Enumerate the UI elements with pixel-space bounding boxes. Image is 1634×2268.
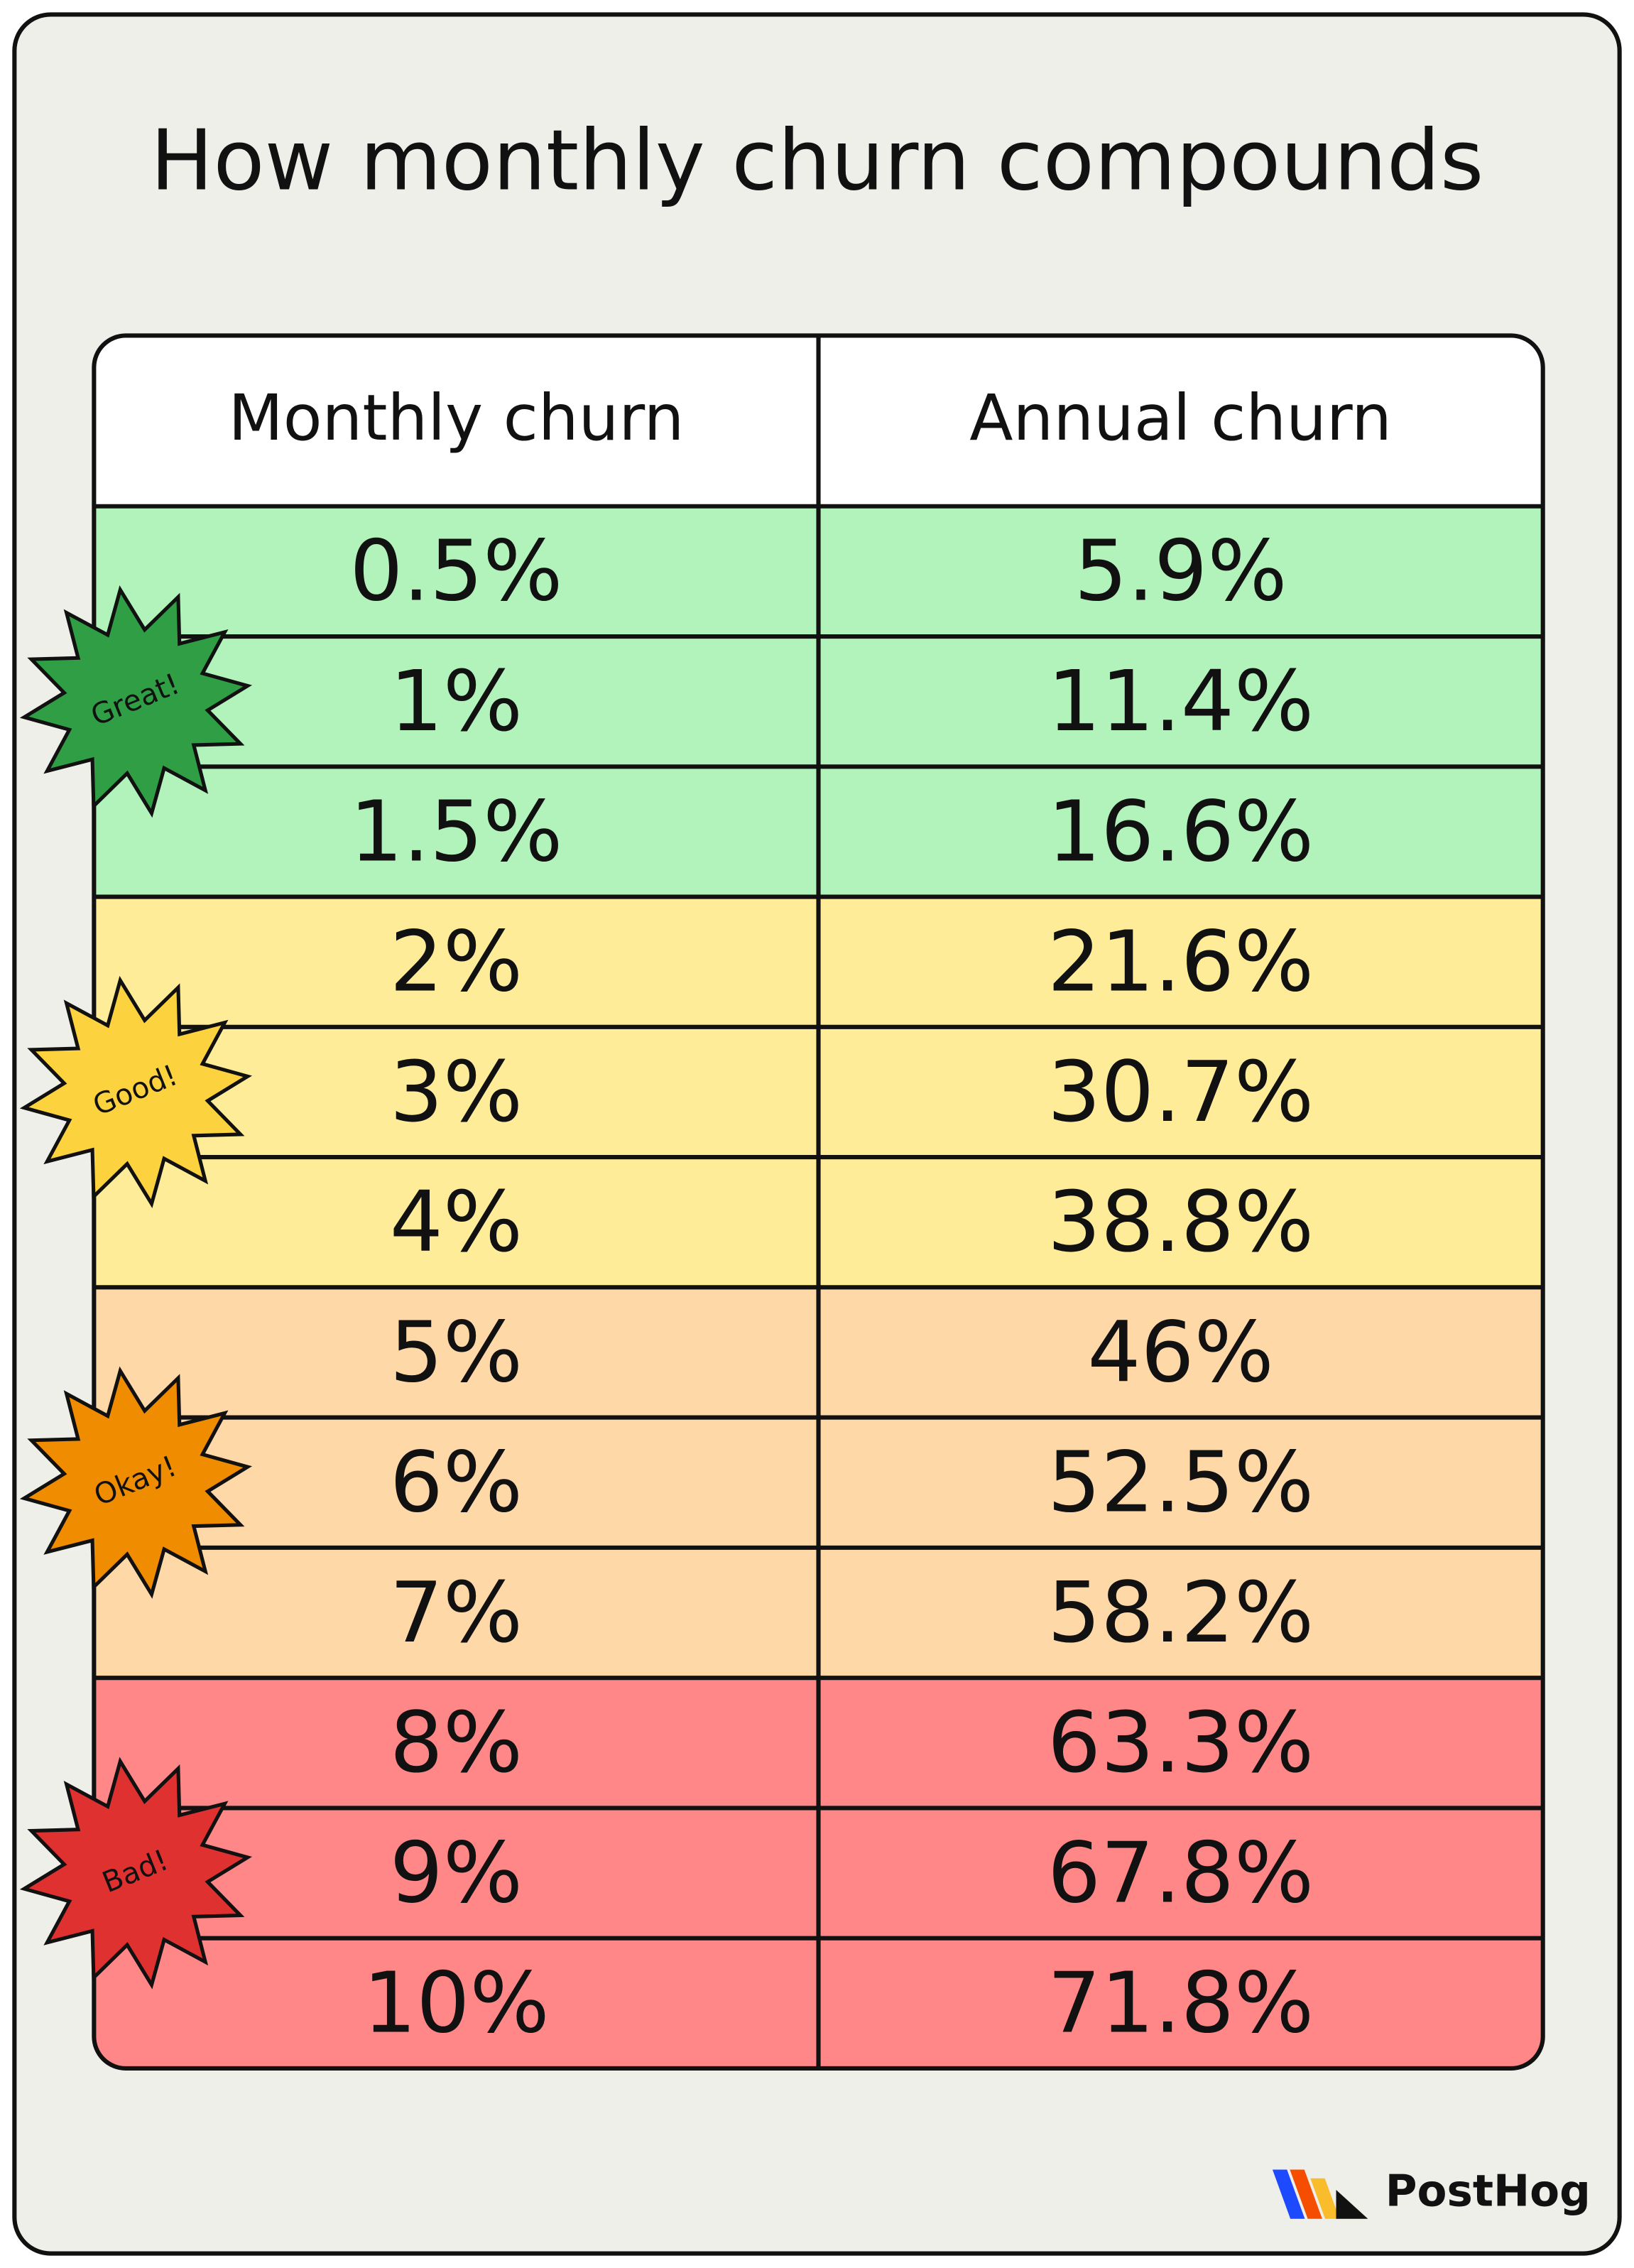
cell: 52.5% <box>1047 1433 1314 1531</box>
cell: 1% <box>390 652 523 750</box>
cell: 10% <box>363 1954 549 2052</box>
badge <box>19 585 253 818</box>
cell: 5% <box>390 1303 523 1401</box>
cell: 11.4% <box>1047 652 1314 750</box>
column-header: Annual churn <box>969 381 1392 455</box>
title: How monthly churn compounds <box>151 111 1484 209</box>
cell: 0.5% <box>349 522 562 620</box>
cell: 3% <box>390 1043 523 1141</box>
cell: 21.6% <box>1047 913 1314 1011</box>
cell: 6% <box>390 1433 523 1531</box>
cell: 67.8% <box>1047 1823 1314 1921</box>
cell: 2% <box>390 913 523 1011</box>
logo: PostHog <box>1272 2166 1591 2219</box>
badge <box>19 975 253 1209</box>
cell: 16.6% <box>1047 782 1314 880</box>
badge <box>19 1366 253 1599</box>
table: Monthly churn Annual churn 0.5% 5.9% 1% 11.4%… <box>92 333 1545 2071</box>
cell: 7% <box>390 1563 523 1661</box>
cell: 4% <box>390 1173 523 1271</box>
cell: 5.9% <box>1074 522 1287 620</box>
cell: 8% <box>390 1693 523 1791</box>
cell: 38.8% <box>1047 1173 1314 1271</box>
badge <box>19 1757 253 1990</box>
cell: 9% <box>390 1823 523 1921</box>
brand: PostHog <box>1385 2166 1591 2217</box>
cell: 46% <box>1087 1303 1273 1401</box>
cell: 58.2% <box>1047 1563 1314 1661</box>
column-header: Monthly churn <box>228 381 684 455</box>
table-border <box>92 333 1545 2071</box>
cell: 71.8% <box>1047 1954 1314 2052</box>
badges: Great!Good!Okay!Bad! <box>19 585 253 1990</box>
cell: 63.3% <box>1047 1693 1314 1791</box>
cell: 30.7% <box>1047 1043 1314 1141</box>
logo-icon <box>1272 2169 1368 2219</box>
cell: 1.5% <box>349 782 562 880</box>
